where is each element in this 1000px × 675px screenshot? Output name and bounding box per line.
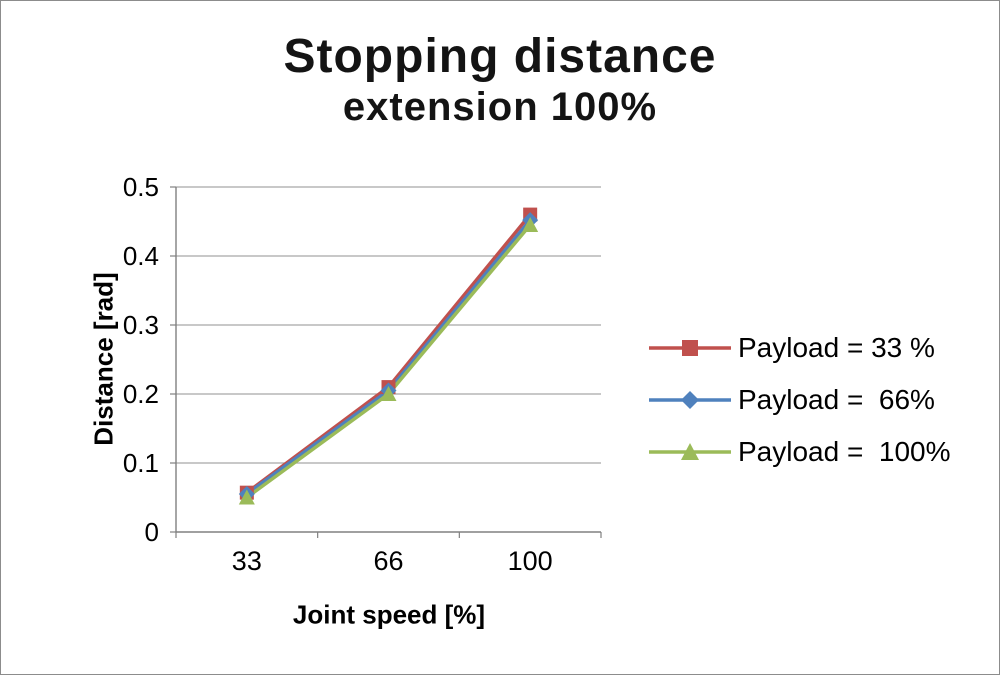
- y-tick-label: 0.5: [123, 172, 159, 202]
- legend-label: Payload = 100%: [738, 436, 951, 467]
- y-tick-label: 0.3: [123, 310, 159, 340]
- legend-marker-sample: [649, 340, 731, 356]
- y-tick-label: 0: [145, 517, 159, 547]
- series-line: [245, 219, 532, 496]
- marker-triangle: [681, 443, 699, 460]
- marker-diamond: [681, 391, 699, 409]
- y-tick-label: 0.2: [123, 379, 159, 409]
- legend-entry: Payload = 33 %: [647, 331, 951, 365]
- legend-label: Payload = 33 %: [738, 332, 935, 363]
- x-tick-label: 33: [232, 546, 262, 576]
- x-tick-label: 100: [508, 546, 553, 576]
- chart-title-line2: extension 100%: [342, 85, 658, 130]
- legend-entry: Payload = 66%: [647, 383, 951, 417]
- legend: Payload = 33 % Payload = 66% Payload = 100…: [647, 331, 951, 469]
- marker-triangle: [238, 489, 255, 505]
- chart-title-line1: Stopping distance: [283, 30, 717, 83]
- legend-entry: Payload = 100%: [647, 435, 951, 469]
- marker-triangle: [522, 216, 539, 232]
- legend-marker-sample: [649, 443, 731, 460]
- x-tick-label: 66: [373, 546, 403, 576]
- marker-triangle: [380, 386, 397, 401]
- chart-title: Stopping distance extension 100%: [1, 29, 999, 130]
- y-tick-label: 0.4: [123, 241, 159, 271]
- marker-square: [682, 340, 698, 356]
- x-axis-title: Joint speed [%]: [292, 599, 486, 630]
- legend-marker-sample: [649, 391, 731, 409]
- y-tick-label: 0.1: [123, 448, 159, 478]
- legend-label: Payload = 66%: [738, 384, 935, 415]
- y-axis-title: Distance [rad]: [88, 272, 119, 446]
